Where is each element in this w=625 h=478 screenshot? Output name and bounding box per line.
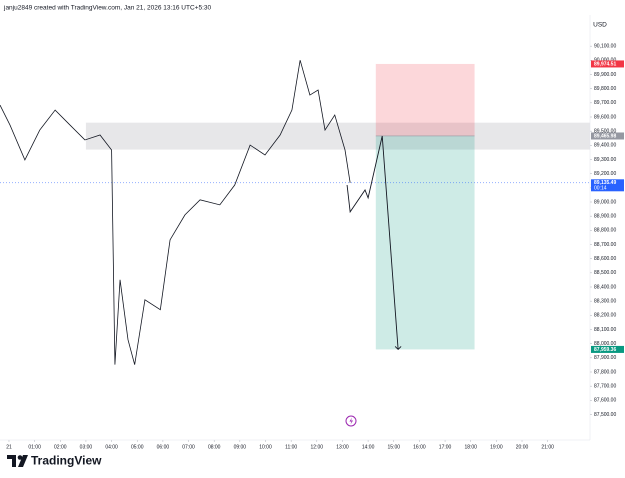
x-tick-label: 09:00	[234, 444, 247, 450]
price-tag-sublabel: 00:14	[594, 186, 607, 192]
y-tick-label: 89,600.00	[594, 114, 616, 120]
price-tag	[591, 345, 624, 353]
y-tick-label: 88,300.00	[594, 298, 616, 304]
y-tick-label: 87,500.00	[594, 412, 616, 418]
y-tick-label: 87,600.00	[594, 398, 616, 404]
price-tag-label: 89,135.49	[594, 180, 616, 186]
x-tick-label: 20:00	[516, 444, 529, 450]
price-tag-label: 87,959.36	[594, 347, 616, 353]
x-tick-label: 07:00	[182, 444, 195, 450]
x-tick-label: 02:00	[54, 444, 67, 450]
plot	[0, 60, 590, 365]
y-tick-label: 88,600.00	[594, 256, 616, 262]
y-tick-label: 88,900.00	[594, 213, 616, 219]
y-tick-label: 89,300.00	[594, 157, 616, 163]
y-tick-label: 88,000.00	[594, 341, 616, 347]
price-tag	[591, 179, 624, 192]
price-tag-label: 89,465.98	[594, 133, 616, 139]
y-tick-label: 89,500.00	[594, 128, 616, 134]
y-tick-label: 88,400.00	[594, 284, 616, 290]
y-tick-label: 89,200.00	[594, 171, 616, 177]
target-box	[375, 135, 475, 350]
projection	[346, 135, 399, 350]
x-tick-label: 10:00	[259, 444, 272, 450]
currency: USD	[593, 22, 607, 29]
y-tick-label: 89,700.00	[594, 100, 616, 106]
y-tick-label: 88,500.00	[594, 270, 616, 276]
price-line	[0, 60, 351, 365]
y-tick-label: 88,100.00	[594, 327, 616, 333]
stop-box	[375, 63, 475, 136]
x-tick-label: 18:00	[464, 444, 477, 450]
x-tick-label: 16:00	[413, 444, 426, 450]
x-tick-label: 01:00	[28, 444, 41, 450]
event-icon[interactable]	[345, 415, 357, 427]
x-tick-label: 08:00	[208, 444, 221, 450]
y-tick-label: 89,800.00	[594, 86, 616, 92]
y-tick-label: 89,400.00	[594, 143, 616, 149]
price-tag-label: 89,974.51	[594, 61, 616, 67]
y-tick-label: 89,900.00	[594, 72, 616, 78]
event-icon-bolt	[349, 417, 353, 425]
brand: TradingView	[31, 454, 102, 468]
x-tick-label: 06:00	[157, 444, 170, 450]
x-tick-label: 17:00	[439, 444, 452, 450]
y-tick-label: 88,200.00	[594, 313, 616, 319]
x-tick-label: 19:00	[490, 444, 503, 450]
x-tick-label: 11:00	[285, 444, 297, 450]
x-tick-label: 21	[6, 444, 12, 450]
logo: TradingView	[7, 454, 102, 468]
y-tick-label: 87,900.00	[594, 355, 616, 361]
y-tick-label: 90,100.00	[594, 43, 616, 49]
x-tick-label: 15:00	[388, 444, 401, 450]
x-tick-label: 12:00	[311, 444, 324, 450]
y-tick-label: 89,000.00	[594, 199, 616, 205]
header: janju2849 created with TradingView.com, …	[3, 5, 211, 12]
arrow-head	[394, 346, 402, 351]
x-tick-label: 05:00	[131, 444, 144, 450]
x-tick-label: 13:00	[336, 444, 349, 450]
y-tick-label: 87,800.00	[594, 369, 616, 375]
y-tick-label: 87,700.00	[594, 383, 616, 389]
y-tick-label: 88,800.00	[594, 228, 616, 234]
price-tag	[591, 132, 624, 140]
y-tick-label: 88,700.00	[594, 242, 616, 248]
price-tag	[591, 60, 624, 68]
x-tick-label: 04:00	[105, 444, 118, 450]
x-tick-label: 03:00	[80, 444, 93, 450]
x-tick-label: 14:00	[362, 444, 375, 450]
x-tick-label: 21:00	[541, 444, 554, 450]
